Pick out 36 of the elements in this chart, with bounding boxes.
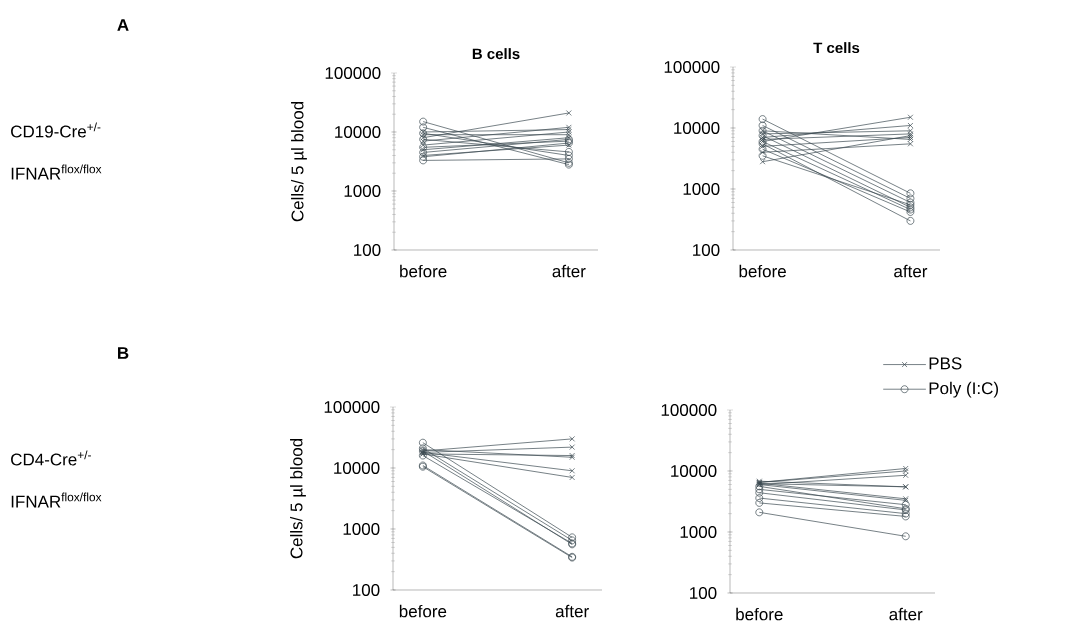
y-tick-label: 1000 xyxy=(344,184,381,198)
chart-title: B cells xyxy=(472,48,520,60)
y-tick-label: 100000 xyxy=(325,66,381,80)
x-tick-label: before xyxy=(739,264,786,278)
text: IFNAR$^{flox/flox}$ xyxy=(11,164,102,180)
y-tick-label: 10000 xyxy=(674,121,720,135)
x-tick-label: after xyxy=(894,264,928,278)
x-tick-label: before xyxy=(736,607,783,621)
text: CD4-Cre$^{+/-}$ xyxy=(11,450,91,466)
y-tick-label: 1000 xyxy=(343,522,380,536)
y-tick-label: 100 xyxy=(693,243,720,257)
x-tick-label: after xyxy=(555,604,589,618)
y-axis-title: Cells/ 5 µl blood xyxy=(291,101,307,222)
x-tick-label: after xyxy=(552,264,586,278)
y-tick-label: 100000 xyxy=(664,60,720,74)
y-tick-label: 100 xyxy=(354,243,381,257)
text: CD19-Cre$^{+/-}$ xyxy=(11,122,101,138)
text: IFNAR$^{flox/flox}$ xyxy=(11,492,102,508)
y-tick-label: 10000 xyxy=(671,464,717,478)
y-tick-label: 100 xyxy=(690,586,717,600)
y-tick-label: 10000 xyxy=(335,125,381,139)
x-tick-label: before xyxy=(400,264,447,278)
y-axis-title: Cells/ 5 µl blood xyxy=(290,438,306,559)
y-tick-label: 100000 xyxy=(324,400,380,414)
x-tick-label: before xyxy=(399,604,447,618)
chart-title: T cells xyxy=(813,42,860,54)
y-tick-label: 100000 xyxy=(661,403,717,417)
y-tick-label: 1000 xyxy=(683,182,720,196)
y-tick-label: 10000 xyxy=(334,461,380,475)
x-tick-label: after xyxy=(889,607,923,621)
legend-label: PBS xyxy=(929,357,962,370)
legend-label: Poly (I:C) xyxy=(929,381,999,398)
y-tick-label: 100 xyxy=(353,583,380,597)
text: B xyxy=(118,347,129,359)
y-tick-label: 1000 xyxy=(680,525,717,539)
text: A xyxy=(117,19,129,31)
